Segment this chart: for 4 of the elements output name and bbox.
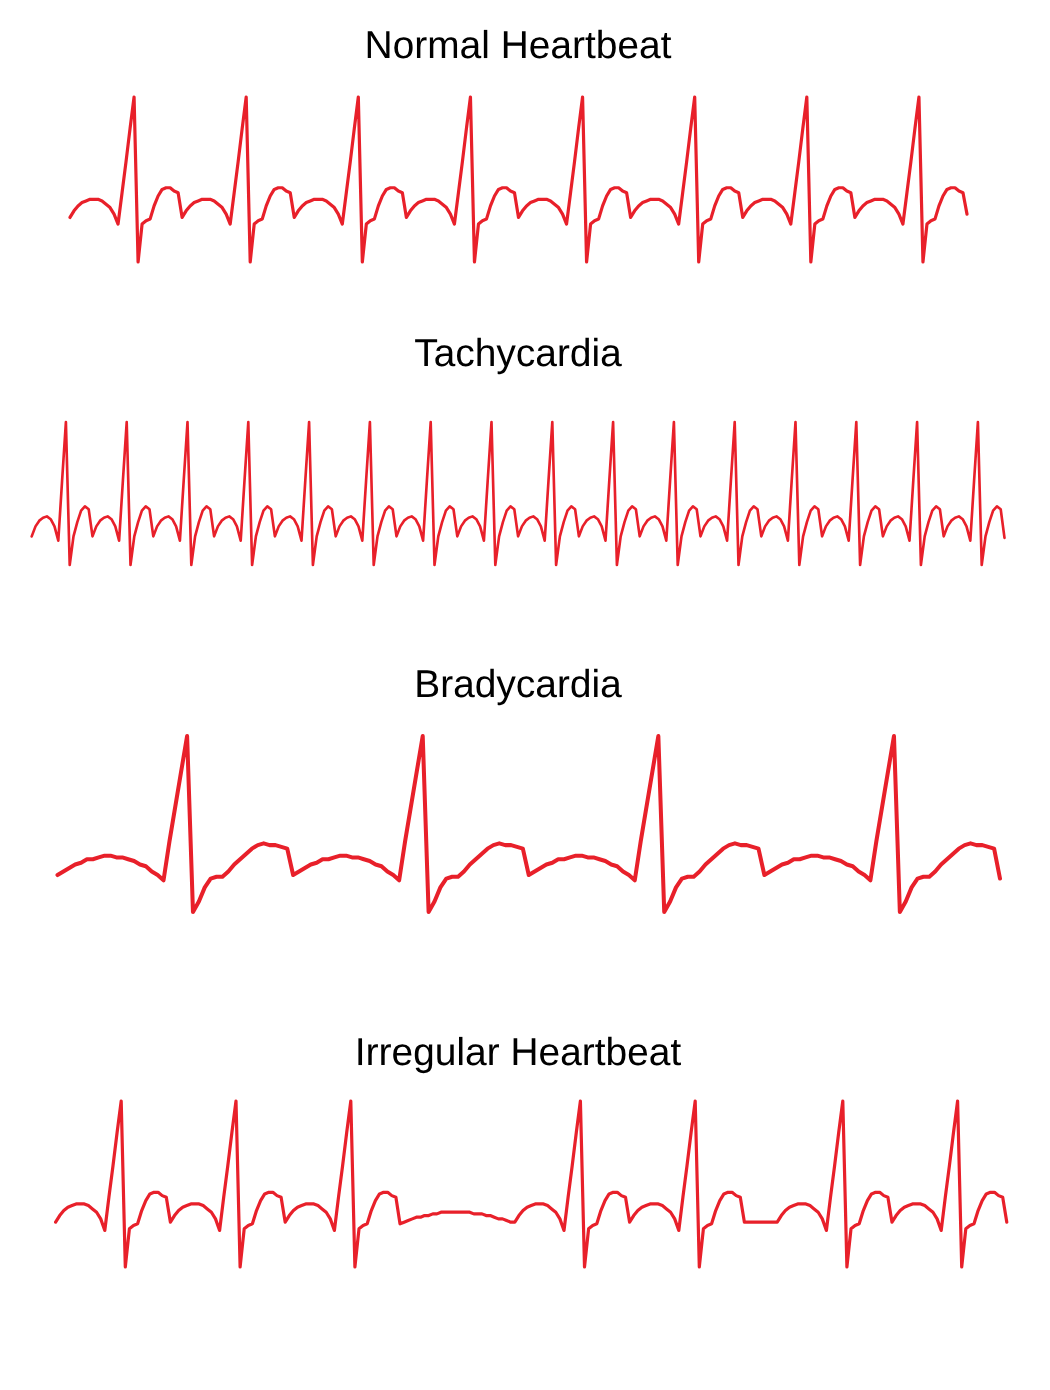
- chart-title: Normal Heartbeat: [367, 29, 672, 59]
- chart-title: Tachycardia: [415, 337, 622, 375]
- chart-title: Irregular Heartbeat: [358, 1036, 681, 1074]
- chart-title: Bradycardia: [417, 668, 622, 706]
